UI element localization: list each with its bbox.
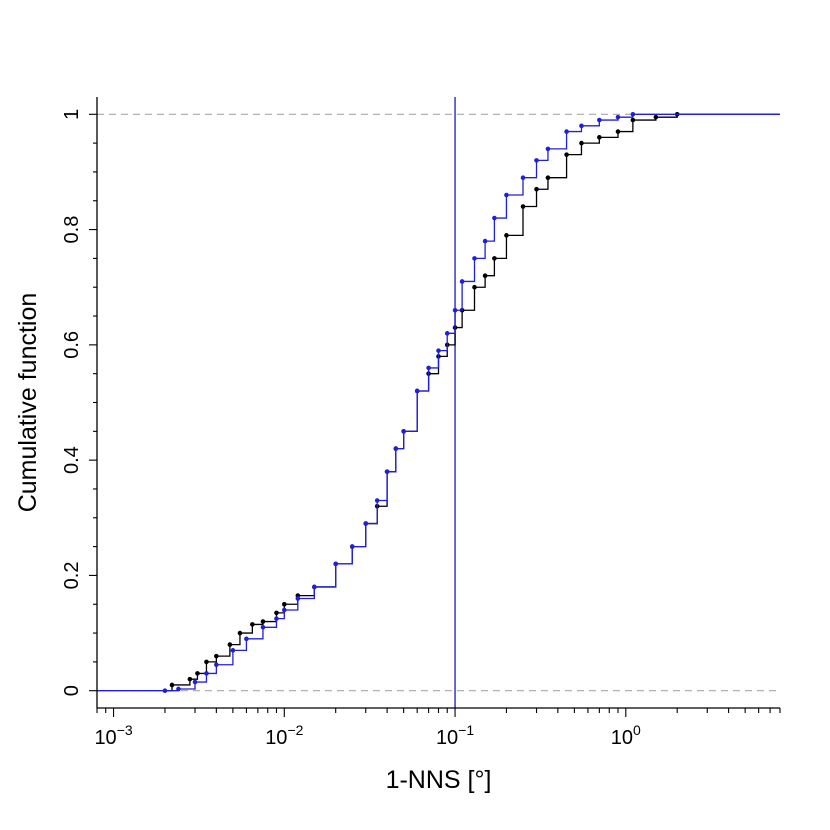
series-2-point <box>472 256 477 261</box>
series-1-point <box>482 273 488 278</box>
series-2-point <box>363 521 369 526</box>
series-2-point <box>192 679 198 685</box>
series-2-point <box>615 114 621 120</box>
series-1-point <box>492 256 497 261</box>
series-2-point <box>520 175 526 180</box>
series-1-point <box>520 204 526 209</box>
series-2-point <box>545 146 551 152</box>
series-2-point <box>349 544 355 549</box>
series-2-point <box>312 584 317 590</box>
series-2-point <box>459 279 465 284</box>
series-2-point <box>401 429 406 434</box>
x-tick-label: 10−1 <box>436 722 474 749</box>
series-1-point <box>472 284 477 290</box>
series-2-point <box>492 215 497 221</box>
series-1-point <box>250 622 255 627</box>
series-1-point <box>187 676 193 682</box>
series-2-point <box>282 607 287 613</box>
series-1-point <box>545 175 551 180</box>
series-2-point <box>162 688 168 694</box>
y-axis-title: Cumulative function <box>14 293 42 513</box>
series-1-point <box>579 140 584 146</box>
series-1-point <box>260 619 266 624</box>
series-line-2 <box>97 113 780 692</box>
series-1-point <box>597 135 602 140</box>
y-tick-label: 0.2 <box>61 562 83 590</box>
series-2-point <box>630 111 636 117</box>
y-tick-label: 1 <box>61 109 83 120</box>
series-1-point <box>615 129 621 134</box>
series-2-point <box>436 348 441 353</box>
series-2-point <box>260 625 266 630</box>
series-2-point <box>444 331 450 336</box>
y-tick-label: 0.4 <box>61 446 83 474</box>
axes <box>96 97 780 709</box>
series-2-point <box>230 648 236 653</box>
series-2-point <box>504 192 509 198</box>
reference-lines <box>97 97 780 708</box>
series-2-point <box>214 662 219 668</box>
series-1-point <box>653 114 659 120</box>
x-tick-label: 10−2 <box>265 722 303 749</box>
series-2-point <box>204 671 209 676</box>
series-2-point <box>176 686 181 692</box>
series-1-point <box>504 233 509 238</box>
y-tick-label: 0 <box>61 685 83 696</box>
series-1-point <box>534 186 539 192</box>
series-2-point <box>564 129 569 134</box>
series-1-point <box>274 610 279 616</box>
series-2-point <box>426 365 431 371</box>
x-tick-label: 100 <box>611 722 641 749</box>
y-tick-label: 0.6 <box>61 331 83 359</box>
series-1-point <box>214 653 219 659</box>
series-2-point <box>384 469 390 474</box>
series-2-point <box>274 616 279 621</box>
series-1-point <box>237 630 243 636</box>
series-2-point <box>414 388 420 394</box>
series-layer <box>97 111 780 694</box>
series-1-point <box>227 642 233 647</box>
series-1-point <box>564 152 569 157</box>
series-2-point <box>452 307 458 313</box>
series-2-point <box>244 636 249 642</box>
series-1-point <box>630 117 636 123</box>
series-2-point <box>295 596 301 601</box>
series-2-point <box>333 561 339 567</box>
series-1-point <box>204 659 209 665</box>
ticks: 0 0.2 0.4 0.6 0.8 1 10−3 10−2 10−1 100 <box>61 109 781 749</box>
series-2-point <box>597 117 602 123</box>
x-tick-label: 10−3 <box>94 722 132 749</box>
x-axis-title: 1-NNS [°] <box>386 766 492 794</box>
series-2-point <box>579 123 584 129</box>
series-2-point <box>374 498 380 503</box>
series-2-point <box>482 238 488 244</box>
y-tick-label: 0.8 <box>61 216 83 244</box>
series-1-point <box>195 671 200 676</box>
series-1-point <box>282 601 287 607</box>
series-2-point <box>534 158 539 163</box>
series-line-1 <box>164 113 780 692</box>
series-1-point <box>169 682 175 688</box>
series-2-point <box>393 446 399 451</box>
